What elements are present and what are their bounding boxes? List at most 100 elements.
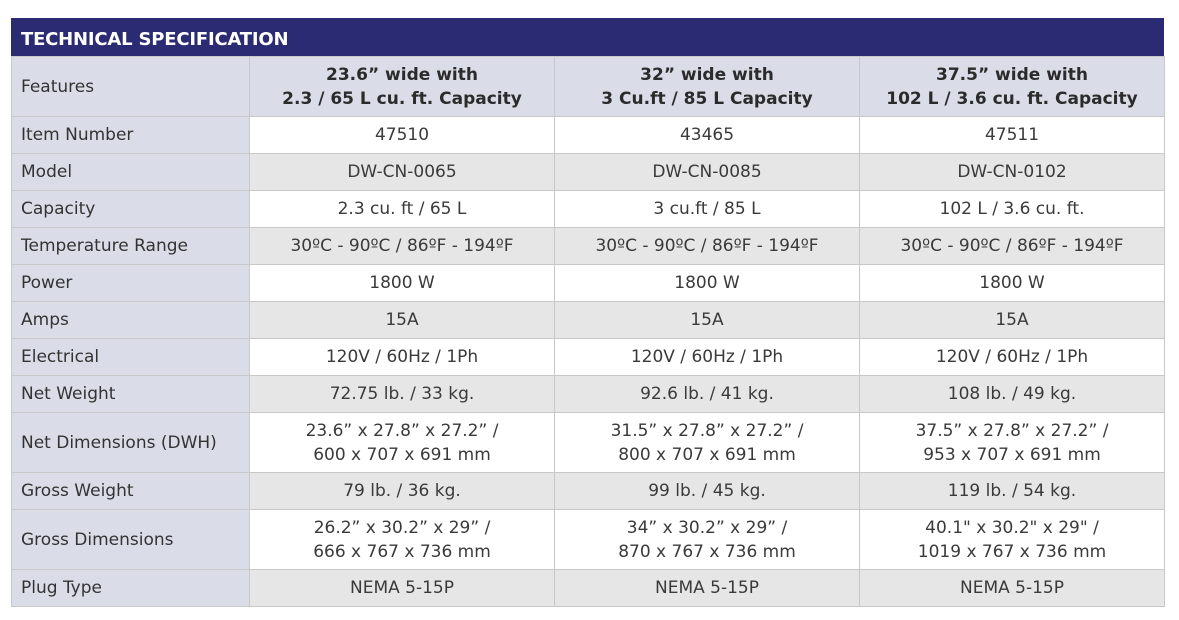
- row-label: Gross Dimensions: [11, 509, 250, 570]
- cell-text: NEMA 5-15P: [350, 578, 454, 598]
- row-label: Power: [11, 264, 250, 302]
- column-header-line: 2.3 / 65 L cu. ft. Capacity: [282, 88, 522, 109]
- table-cell: 30ºC - 90ºC / 86ºF - 194ºF: [249, 227, 555, 265]
- table-cell: 120V / 60Hz / 1Ph: [859, 338, 1165, 376]
- cell-text: 26.2” x 30.2” x 29” /: [313, 517, 491, 538]
- table-cell: 34” x 30.2” x 29” / 870 x 767 x 736 mm: [554, 509, 860, 570]
- cell-text: 37.5” x 27.8” x 27.2” /: [915, 420, 1109, 441]
- row-label: Item Number: [11, 116, 250, 154]
- table-cell: DW-CN-0065: [249, 153, 555, 191]
- table-cell: 79 lb. / 36 kg.: [249, 472, 555, 510]
- table-row: Net Dimensions (DWH) 23.6” x 27.8” x 27.2…: [11, 412, 1165, 473]
- table-cell: 47511: [859, 116, 1165, 154]
- row-label: Net Weight: [11, 375, 250, 413]
- row-label: Net Dimensions (DWH): [11, 412, 250, 473]
- cell-text: 30ºC - 90ºC / 86ºF - 194ºF: [900, 236, 1124, 256]
- table-cell: 120V / 60Hz / 1Ph: [249, 338, 555, 376]
- row-label: Temperature Range: [11, 227, 250, 265]
- cell-text: 72.75 lb. / 33 kg.: [329, 384, 475, 404]
- table-row: Electrical 120V / 60Hz / 1Ph 120V / 60Hz /…: [11, 338, 1165, 376]
- table-cell: 1800 W: [554, 264, 860, 302]
- features-header-label: Features: [11, 56, 250, 117]
- column-header: 23.6” wide with 2.3 / 65 L cu. ft. Capac…: [249, 56, 555, 117]
- cell-text: 40.1" x 30.2" x 29" /: [925, 517, 1099, 538]
- cell-text: 43465: [679, 125, 735, 145]
- table-cell: 120V / 60Hz / 1Ph: [554, 338, 860, 376]
- column-header-line: 23.6” wide with: [326, 64, 478, 85]
- table-row: Net Weight 72.75 lb. / 33 kg. 92.6 lb. / 4…: [11, 375, 1165, 413]
- table-cell: 119 lb. / 54 kg.: [859, 472, 1165, 510]
- table-title: TECHNICAL SPECIFICATION: [11, 18, 1164, 56]
- cell-text: 15A: [995, 310, 1029, 330]
- cell-text: 108 lb. / 49 kg.: [947, 384, 1077, 404]
- cell-text: 119 lb. / 54 kg.: [947, 481, 1077, 501]
- table-cell: 92.6 lb. / 41 kg.: [554, 375, 860, 413]
- table-cell: 40.1" x 30.2" x 29" / 1019 x 767 x 736 mm: [859, 509, 1165, 570]
- cell-text: 120V / 60Hz / 1Ph: [325, 347, 479, 367]
- cell-text: 23.6” x 27.8” x 27.2” /: [305, 420, 499, 441]
- table-row: Power 1800 W 1800 W 1800 W: [11, 264, 1165, 302]
- table-cell: 26.2” x 30.2” x 29” / 666 x 767 x 736 mm: [249, 509, 555, 570]
- table-cell: 43465: [554, 116, 860, 154]
- table-row: Gross Weight 79 lb. / 36 kg. 99 lb. / 45 k…: [11, 472, 1165, 510]
- column-header-line: 37.5” wide with: [936, 64, 1088, 85]
- table-cell: 102 L / 3.6 cu. ft.: [859, 190, 1165, 228]
- table-cell: 30ºC - 90ºC / 86ºF - 194ºF: [859, 227, 1165, 265]
- table-cell: 15A: [249, 301, 555, 339]
- row-label: Plug Type: [11, 569, 250, 607]
- table-cell: NEMA 5-15P: [859, 569, 1165, 607]
- cell-text: 1800 W: [979, 273, 1045, 293]
- row-label: Electrical: [11, 338, 250, 376]
- cell-text: DW-CN-0085: [652, 162, 762, 182]
- row-label: Capacity: [11, 190, 250, 228]
- table-row: Temperature Range 30ºC - 90ºC / 86ºF - 19…: [11, 227, 1165, 265]
- cell-text: 47510: [374, 125, 430, 145]
- table-cell: 72.75 lb. / 33 kg.: [249, 375, 555, 413]
- cell-text: NEMA 5-15P: [960, 578, 1064, 598]
- cell-text: 120V / 60Hz / 1Ph: [935, 347, 1089, 367]
- cell-text: 47511: [984, 125, 1040, 145]
- cell-text: 870 x 767 x 736 mm: [618, 541, 796, 562]
- table-cell: NEMA 5-15P: [249, 569, 555, 607]
- table-cell: DW-CN-0102: [859, 153, 1165, 191]
- table-cell: 23.6” x 27.8” x 27.2” / 600 x 707 x 691 m…: [249, 412, 555, 473]
- table-header-row: Features 23.6” wide with 2.3 / 65 L cu. …: [11, 56, 1165, 117]
- table-cell: 30ºC - 90ºC / 86ºF - 194ºF: [554, 227, 860, 265]
- table-row: Amps 15A 15A 15A: [11, 301, 1165, 339]
- table-cell: 99 lb. / 45 kg.: [554, 472, 860, 510]
- cell-text: 31.5” x 27.8” x 27.2” /: [610, 420, 804, 441]
- table-row: Item Number 47510 43465 47511: [11, 116, 1165, 154]
- cell-text: 92.6 lb. / 41 kg.: [640, 384, 774, 404]
- cell-text: DW-CN-0102: [957, 162, 1067, 182]
- cell-text: DW-CN-0065: [347, 162, 457, 182]
- table-cell: 3 cu.ft / 85 L: [554, 190, 860, 228]
- cell-text: 1800 W: [674, 273, 740, 293]
- cell-text: 600 x 707 x 691 mm: [313, 444, 491, 465]
- cell-text: 15A: [385, 310, 419, 330]
- cell-text: 1800 W: [369, 273, 435, 293]
- column-header-line: 32” wide with: [640, 64, 774, 85]
- table-row: Gross Dimensions 26.2” x 30.2” x 29” / 666…: [11, 509, 1165, 570]
- table-cell: 15A: [859, 301, 1165, 339]
- table-cell: 31.5” x 27.8” x 27.2” / 800 x 707 x 691 m…: [554, 412, 860, 473]
- cell-text: NEMA 5-15P: [655, 578, 759, 598]
- cell-text: 79 lb. / 36 kg.: [343, 481, 461, 501]
- table-cell: 108 lb. / 49 kg.: [859, 375, 1165, 413]
- cell-text: 120V / 60Hz / 1Ph: [630, 347, 784, 367]
- table-cell: NEMA 5-15P: [554, 569, 860, 607]
- cell-text: 800 x 707 x 691 mm: [618, 444, 796, 465]
- cell-text: 34” x 30.2” x 29” /: [626, 517, 788, 538]
- column-header: 32” wide with 3 Cu.ft / 85 L Capacity: [554, 56, 860, 117]
- column-header-line: 102 L / 3.6 cu. ft. Capacity: [886, 88, 1138, 109]
- table-cell: 37.5” x 27.8” x 27.2” / 953 x 707 x 691 m…: [859, 412, 1165, 473]
- cell-text: 30ºC - 90ºC / 86ºF - 194ºF: [595, 236, 819, 256]
- table-row: Capacity 2.3 cu. ft / 65 L 3 cu.ft / 85 L 1…: [11, 190, 1165, 228]
- table-cell: 1800 W: [249, 264, 555, 302]
- row-label: Gross Weight: [11, 472, 250, 510]
- cell-text: 666 x 767 x 736 mm: [313, 541, 491, 562]
- column-header-line: 3 Cu.ft / 85 L Capacity: [601, 88, 813, 109]
- table-cell: 47510: [249, 116, 555, 154]
- column-header: 37.5” wide with 102 L / 3.6 cu. ft. Capa…: [859, 56, 1165, 117]
- table-cell: 2.3 cu. ft / 65 L: [249, 190, 555, 228]
- cell-text: 953 x 707 x 691 mm: [923, 444, 1101, 465]
